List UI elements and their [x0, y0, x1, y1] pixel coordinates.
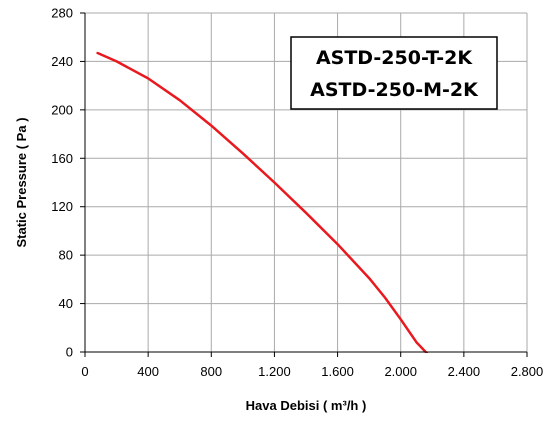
series-line: [96, 51, 429, 353]
axes: [80, 12, 528, 357]
series-layer: [96, 51, 429, 353]
legend-box: ASTD-250-T-2K ASTD-250-M-2K: [290, 36, 498, 110]
x-tick-label: 2.800: [511, 364, 544, 379]
x-tick-label: 2.000: [384, 364, 417, 379]
x-tick-label: 0: [81, 364, 88, 379]
x-axis-title: Hava Debisi ( m³/h ): [246, 398, 367, 413]
x-tick-label: 2.400: [448, 364, 481, 379]
y-tick-label: 280: [51, 6, 73, 21]
tick-labels: 0 400 800 1.200 1.600 2.000 2.400 2.800 0 40 80 120…: [51, 6, 543, 380]
x-tick-label: 800: [200, 364, 222, 379]
y-tick-label: 160: [51, 151, 73, 166]
legend-frame: [290, 36, 498, 110]
x-tick-label: 1.200: [258, 364, 291, 379]
y-tick-label: 120: [51, 199, 73, 214]
x-tick-label: 1.600: [321, 364, 354, 379]
legend-text: ASTD-250-T-2K: [316, 47, 473, 69]
y-tick-label: 0: [66, 345, 73, 360]
y-axis-title: Static Pressure ( Pa ): [14, 117, 29, 247]
y-tick-label: 240: [51, 54, 73, 69]
y-tick-label: 40: [59, 296, 73, 311]
legend-text: ASTD-250-M-2K: [310, 79, 479, 101]
x-tick-label: 400: [137, 364, 159, 379]
y-tick-label: 80: [59, 248, 73, 263]
y-tick-label: 200: [51, 102, 73, 117]
